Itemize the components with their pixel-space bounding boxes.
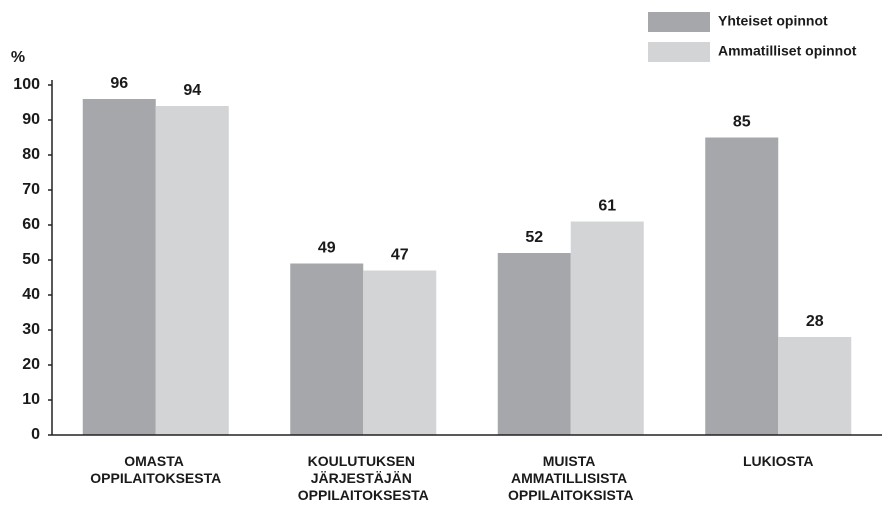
y-tick-label: 100	[13, 76, 40, 93]
value-label: 28	[806, 313, 824, 330]
bar	[778, 337, 852, 435]
x-tick-label: LUKIOSTA	[743, 453, 814, 469]
bar	[497, 253, 571, 435]
bar	[363, 270, 437, 435]
value-label: 47	[391, 247, 409, 264]
y-tick-label: 50	[22, 251, 40, 268]
x-tick-label: MUISTA AMMATILLISISTA OPPILAITOKSISTA	[508, 453, 634, 503]
y-tick-label: 40	[22, 286, 40, 303]
y-tick-label: 90	[22, 111, 40, 128]
bar	[290, 263, 364, 435]
legend-swatch	[648, 42, 710, 62]
value-label: 61	[598, 198, 616, 215]
y-tick-label: 30	[22, 321, 40, 338]
bar	[82, 99, 156, 435]
value-label: 52	[525, 229, 543, 246]
y-tick-label: 70	[22, 181, 40, 198]
value-label: 94	[183, 82, 201, 99]
y-tick-label: 10	[22, 391, 40, 408]
x-tick-label: KOULUTUKSEN JÄRJESTÄJÄN OPPILAITOKSESTA	[298, 453, 429, 503]
y-tick-label: 60	[22, 216, 40, 233]
legend-label: Ammatilliset opinnot	[718, 43, 857, 59]
y-tick-label: 0	[31, 426, 40, 443]
y-axis-label: %	[11, 49, 25, 66]
bar	[570, 221, 644, 435]
value-label: 96	[110, 75, 128, 92]
y-tick-label: 20	[22, 356, 40, 373]
y-tick-label: 80	[22, 146, 40, 163]
legend-label: Yhteiset opinnot	[718, 13, 828, 29]
x-tick-label: OMASTA OPPILAITOKSESTA	[90, 453, 221, 486]
value-label: 85	[733, 114, 751, 131]
bar	[705, 137, 779, 435]
value-label: 49	[318, 240, 336, 257]
legend-swatch	[648, 12, 710, 32]
bar	[155, 106, 229, 435]
